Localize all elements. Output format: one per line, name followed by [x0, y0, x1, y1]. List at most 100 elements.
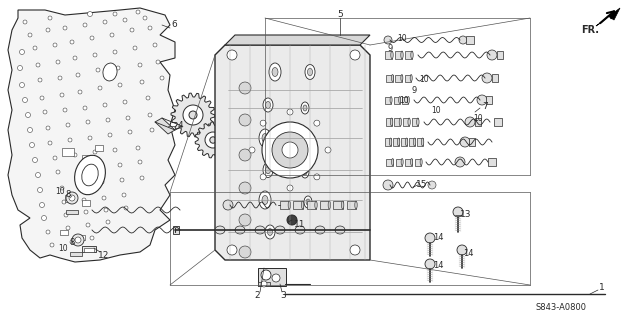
Circle shape — [465, 117, 475, 127]
Bar — [394, 97, 400, 103]
Circle shape — [116, 66, 120, 70]
Text: 10: 10 — [419, 75, 429, 84]
Ellipse shape — [265, 225, 275, 239]
Text: 14: 14 — [462, 249, 473, 258]
Bar — [494, 118, 502, 126]
Circle shape — [260, 120, 266, 126]
Text: 9: 9 — [388, 44, 392, 52]
Bar — [385, 138, 391, 146]
Bar — [386, 118, 392, 126]
Circle shape — [261, 281, 267, 287]
Circle shape — [123, 18, 127, 22]
Circle shape — [86, 223, 90, 227]
Circle shape — [32, 157, 38, 163]
Ellipse shape — [392, 158, 394, 165]
Circle shape — [88, 12, 92, 17]
Circle shape — [287, 109, 293, 115]
Ellipse shape — [401, 51, 403, 59]
Bar — [60, 230, 68, 235]
Circle shape — [36, 172, 41, 178]
Circle shape — [261, 270, 271, 280]
Bar — [396, 158, 402, 165]
Text: 4: 4 — [177, 121, 183, 130]
Circle shape — [122, 193, 126, 197]
Ellipse shape — [103, 63, 117, 81]
Bar — [409, 138, 414, 146]
Text: 2: 2 — [254, 291, 260, 300]
Circle shape — [23, 20, 27, 24]
Circle shape — [120, 178, 124, 182]
Ellipse shape — [301, 102, 309, 114]
Polygon shape — [215, 45, 370, 260]
Circle shape — [143, 16, 147, 20]
Text: 10: 10 — [473, 114, 483, 123]
Ellipse shape — [406, 138, 408, 146]
Circle shape — [183, 105, 203, 125]
Polygon shape — [195, 122, 231, 158]
Circle shape — [260, 174, 266, 180]
Circle shape — [227, 50, 237, 60]
Circle shape — [72, 234, 84, 246]
Circle shape — [227, 245, 237, 255]
Circle shape — [46, 28, 50, 32]
Ellipse shape — [266, 166, 271, 174]
Circle shape — [76, 73, 80, 77]
Ellipse shape — [259, 191, 271, 209]
Circle shape — [41, 215, 46, 220]
Circle shape — [113, 148, 117, 152]
Circle shape — [325, 147, 331, 153]
Circle shape — [88, 136, 92, 140]
Circle shape — [43, 110, 47, 114]
Text: 10: 10 — [58, 244, 68, 252]
Ellipse shape — [399, 118, 402, 126]
Text: 5: 5 — [337, 10, 343, 19]
Circle shape — [104, 208, 108, 212]
Circle shape — [46, 230, 50, 234]
Ellipse shape — [306, 199, 310, 205]
Circle shape — [350, 245, 360, 255]
Ellipse shape — [420, 158, 422, 165]
Ellipse shape — [295, 226, 305, 234]
Ellipse shape — [255, 226, 265, 234]
Circle shape — [73, 153, 77, 157]
Circle shape — [93, 53, 97, 57]
Text: 9: 9 — [411, 85, 417, 94]
Circle shape — [383, 180, 393, 190]
Circle shape — [239, 246, 251, 258]
Circle shape — [86, 120, 90, 124]
Bar — [492, 74, 498, 82]
Ellipse shape — [215, 226, 225, 234]
Text: 15: 15 — [416, 180, 428, 188]
Bar — [401, 138, 407, 146]
Text: 12: 12 — [98, 251, 110, 260]
Circle shape — [48, 141, 52, 145]
Circle shape — [136, 10, 140, 14]
Ellipse shape — [390, 97, 392, 103]
Circle shape — [124, 206, 128, 210]
Circle shape — [93, 150, 97, 154]
Circle shape — [453, 207, 463, 217]
Text: 13: 13 — [460, 210, 472, 219]
Bar — [320, 201, 329, 209]
Ellipse shape — [272, 68, 278, 76]
Circle shape — [350, 50, 360, 60]
Circle shape — [140, 176, 144, 180]
Ellipse shape — [303, 169, 307, 175]
Bar — [258, 282, 270, 286]
Ellipse shape — [268, 228, 272, 236]
Ellipse shape — [301, 134, 309, 146]
Circle shape — [239, 82, 251, 94]
Circle shape — [272, 274, 280, 282]
Circle shape — [153, 43, 157, 47]
Bar — [469, 138, 475, 146]
Bar — [307, 201, 316, 209]
Circle shape — [80, 183, 84, 187]
Circle shape — [28, 33, 32, 37]
Bar — [466, 36, 474, 44]
Circle shape — [118, 163, 122, 167]
Circle shape — [287, 185, 293, 191]
Ellipse shape — [413, 138, 416, 146]
Bar — [95, 145, 103, 151]
Bar — [393, 138, 399, 146]
Ellipse shape — [262, 196, 268, 204]
